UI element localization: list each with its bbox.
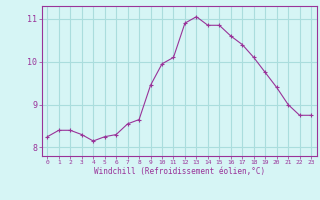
X-axis label: Windchill (Refroidissement éolien,°C): Windchill (Refroidissement éolien,°C) — [94, 167, 265, 176]
